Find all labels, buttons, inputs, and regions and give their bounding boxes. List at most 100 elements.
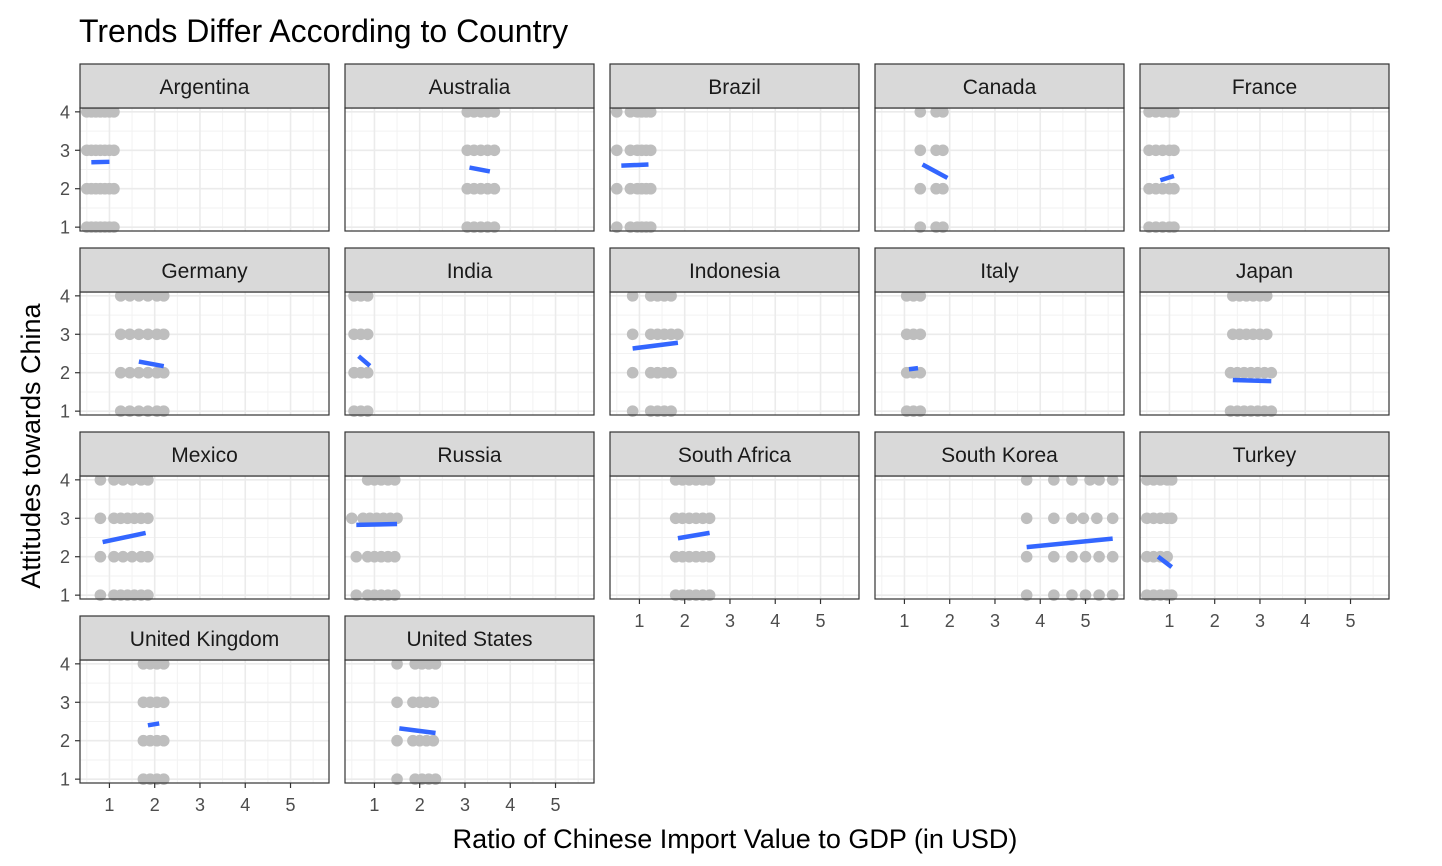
strip-label-south-africa: South Africa bbox=[678, 444, 792, 467]
data-point bbox=[610, 144, 623, 157]
x-tick-label: 4 bbox=[240, 795, 250, 815]
strip-background bbox=[609, 247, 860, 293]
strip-background bbox=[79, 247, 330, 293]
y-tick-label: 1 bbox=[60, 586, 70, 606]
data-point bbox=[665, 405, 677, 417]
data-point bbox=[1066, 550, 1078, 563]
data-point bbox=[391, 658, 403, 670]
data-point bbox=[937, 182, 949, 195]
y-tick-label: 3 bbox=[60, 693, 70, 713]
strip-label-japan: Japan bbox=[1236, 260, 1293, 283]
data-point bbox=[133, 328, 145, 341]
panel-south-africa: South Africa 1 2 3 4 5 bbox=[609, 431, 860, 631]
strip-background bbox=[344, 247, 595, 293]
y-tick-label: 4 bbox=[60, 286, 70, 306]
data-point bbox=[117, 474, 129, 486]
data-point bbox=[157, 328, 170, 341]
data-point bbox=[1048, 550, 1060, 563]
data-point bbox=[427, 734, 440, 747]
x-tick-label: 3 bbox=[725, 611, 735, 631]
data-point bbox=[350, 550, 363, 563]
data-point bbox=[1165, 474, 1178, 486]
strip-label-russia: Russia bbox=[437, 444, 502, 467]
data-point bbox=[644, 106, 657, 118]
strip-background bbox=[1139, 63, 1390, 109]
fit-line bbox=[356, 521, 398, 528]
strip-label-united-kingdom: United Kingdom bbox=[130, 628, 279, 651]
x-tick-label: 3 bbox=[1255, 611, 1265, 631]
data-point bbox=[488, 221, 501, 233]
data-point bbox=[937, 221, 949, 233]
strip-label-canada: Canada bbox=[963, 76, 1037, 99]
fit-line bbox=[357, 354, 372, 368]
data-point bbox=[1048, 474, 1060, 486]
y-tick-label: 4 bbox=[60, 470, 70, 490]
strip-label-france: France bbox=[1232, 76, 1297, 99]
data-point bbox=[389, 550, 401, 563]
data-point bbox=[610, 182, 623, 195]
data-point bbox=[108, 106, 120, 118]
panel-south-korea: South Korea 1 2 3 4 5 bbox=[874, 431, 1125, 631]
strip-background bbox=[874, 247, 1125, 293]
panel-russia: Russia bbox=[344, 431, 595, 601]
x-tick-label: 2 bbox=[1210, 611, 1220, 631]
data-point bbox=[94, 512, 107, 525]
data-point bbox=[1265, 405, 1278, 417]
data-point bbox=[108, 550, 120, 563]
panel-japan: Japan bbox=[1139, 247, 1390, 417]
strip-background bbox=[609, 63, 860, 109]
data-point bbox=[1168, 221, 1180, 233]
fit-line bbox=[102, 530, 147, 545]
x-tick-label: 3 bbox=[460, 795, 470, 815]
data-point bbox=[1165, 512, 1178, 525]
data-point bbox=[133, 290, 145, 302]
data-point bbox=[914, 144, 927, 157]
x-tick-label: 1 bbox=[369, 795, 379, 815]
strip-background bbox=[1139, 247, 1390, 293]
data-point bbox=[391, 773, 403, 785]
data-point bbox=[142, 550, 154, 563]
data-point bbox=[124, 405, 136, 417]
data-point bbox=[1093, 474, 1105, 486]
data-point bbox=[389, 474, 401, 486]
y-tick-label: 2 bbox=[60, 179, 70, 199]
strip-label-argentina: Argentina bbox=[160, 76, 250, 99]
data-point bbox=[142, 474, 154, 486]
data-point bbox=[157, 405, 170, 417]
data-point bbox=[914, 405, 927, 417]
fit-line bbox=[147, 721, 160, 728]
data-point bbox=[703, 512, 716, 525]
data-point bbox=[914, 221, 927, 233]
data-point bbox=[133, 405, 145, 417]
y-tick-label: 2 bbox=[60, 731, 70, 751]
fit-line bbox=[1232, 377, 1272, 384]
data-point bbox=[94, 550, 107, 563]
data-point bbox=[108, 221, 120, 233]
data-point bbox=[1106, 474, 1119, 486]
x-tick-label: 2 bbox=[150, 795, 160, 815]
fit-line bbox=[632, 340, 679, 351]
data-point bbox=[703, 589, 716, 601]
data-point bbox=[124, 290, 136, 302]
fit-line bbox=[1159, 173, 1175, 183]
data-point bbox=[1066, 589, 1078, 601]
strip-label-australia: Australia bbox=[429, 76, 511, 99]
y-axis-title: Attitudes towards China bbox=[16, 302, 46, 588]
data-point bbox=[1066, 512, 1078, 525]
data-point bbox=[1020, 474, 1033, 486]
data-point bbox=[1079, 550, 1092, 563]
data-point bbox=[1106, 512, 1119, 525]
data-point bbox=[1020, 550, 1033, 563]
data-point bbox=[142, 589, 154, 601]
data-point bbox=[114, 328, 127, 341]
data-point bbox=[142, 405, 154, 417]
fit-line bbox=[921, 162, 949, 180]
data-point bbox=[108, 144, 120, 157]
data-point bbox=[350, 589, 363, 601]
y-tick-label: 4 bbox=[60, 654, 70, 674]
data-point bbox=[157, 290, 170, 302]
x-axis-title: Ratio of Chinese Import Value to GDP (in… bbox=[453, 824, 1018, 854]
data-point bbox=[1165, 589, 1178, 601]
x-tick-label: 2 bbox=[945, 611, 955, 631]
data-point bbox=[644, 144, 657, 157]
